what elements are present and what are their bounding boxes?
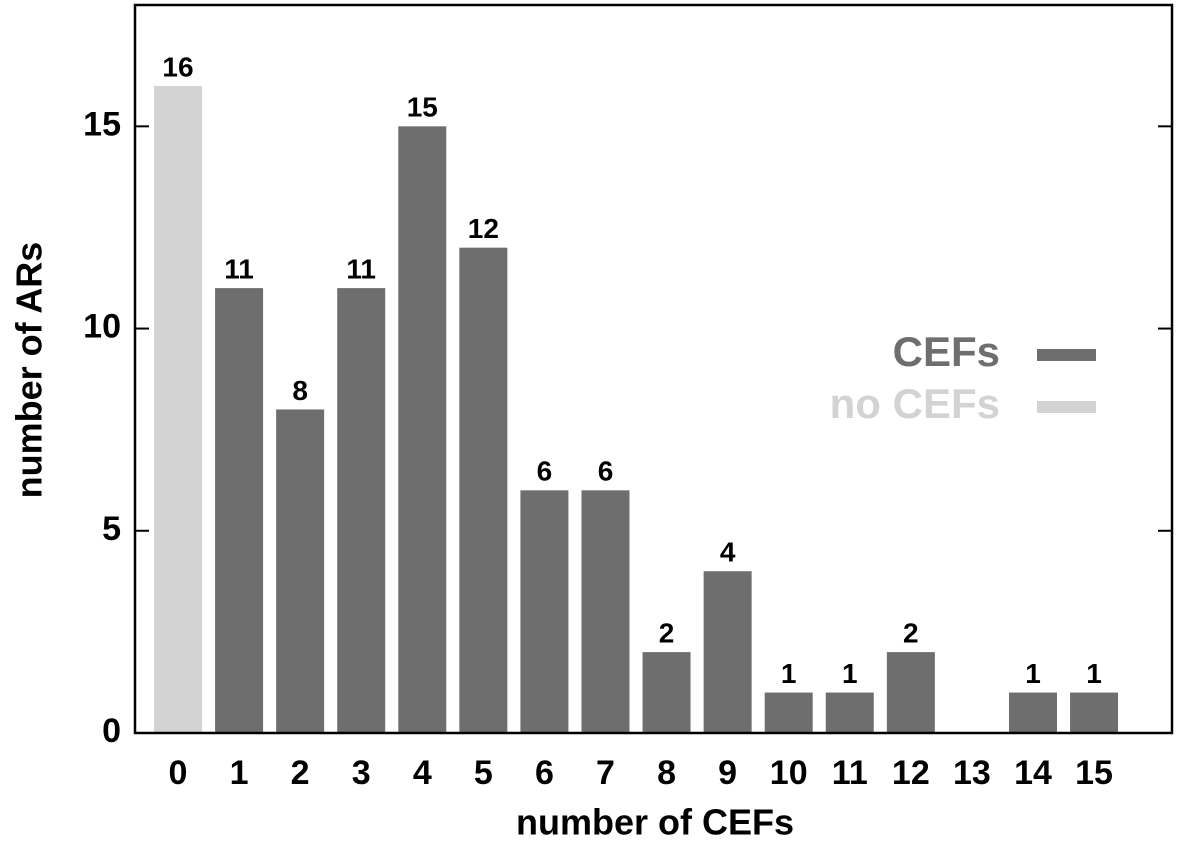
bar — [886, 652, 935, 733]
legend-label: no CEFs — [830, 380, 1000, 427]
x-tick-label: 13 — [953, 754, 991, 792]
bar — [642, 652, 691, 733]
x-tick-label: 11 — [832, 754, 868, 792]
x-tick-label: 10 — [770, 754, 808, 792]
bar — [215, 288, 264, 733]
bar — [459, 247, 508, 733]
data-label: 11 — [224, 254, 254, 285]
data-label: 1 — [781, 658, 797, 689]
bar — [154, 85, 202, 733]
x-tick-label: 9 — [718, 754, 737, 792]
bar — [1070, 692, 1119, 733]
data-label: 1 — [842, 658, 858, 689]
data-label: 12 — [468, 213, 499, 244]
legend-label: CEFs — [893, 328, 1000, 375]
bar — [337, 288, 386, 733]
bar — [1008, 692, 1057, 733]
data-label: 16 — [162, 51, 193, 82]
x-tick-label: 1 — [230, 754, 249, 792]
bar — [276, 409, 325, 733]
x-tick-label: 4 — [413, 754, 432, 792]
bar — [581, 490, 630, 733]
y-tick-label: 0 — [102, 712, 121, 750]
data-label: 1 — [1086, 658, 1102, 689]
bar — [764, 692, 813, 733]
data-label: 6 — [598, 456, 614, 487]
x-tick-label: 15 — [1075, 754, 1113, 792]
data-label: 2 — [659, 618, 675, 649]
x-tick-label: 0 — [169, 754, 188, 792]
y-tick-label: 10 — [83, 308, 121, 346]
x-tick-label: 5 — [474, 754, 493, 792]
data-label: 1 — [1025, 658, 1041, 689]
plot-frame — [133, 3, 1174, 735]
x-tick-label: 8 — [657, 754, 676, 792]
bar — [703, 571, 752, 733]
x-tick-label: 12 — [892, 754, 930, 792]
data-label: 15 — [407, 92, 438, 123]
x-tick-label: 14 — [1014, 754, 1052, 792]
x-tick-label: 7 — [596, 754, 615, 792]
data-label: 4 — [720, 537, 736, 568]
data-label: 8 — [292, 375, 308, 406]
y-tick-label: 15 — [83, 105, 121, 143]
x-tick-label: 6 — [535, 754, 554, 792]
x-tick-label: 2 — [291, 754, 310, 792]
bar — [520, 490, 569, 733]
data-label: 2 — [903, 618, 919, 649]
data-label: 6 — [537, 456, 553, 487]
data-label: 11 — [346, 254, 376, 285]
x-axis-label: number of CEFs — [516, 802, 794, 843]
y-tick-label: 5 — [102, 510, 121, 548]
bar — [398, 126, 447, 734]
bar — [825, 692, 874, 733]
x-tick-label: 3 — [352, 754, 371, 792]
y-axis-label: number of ARs — [9, 242, 50, 499]
